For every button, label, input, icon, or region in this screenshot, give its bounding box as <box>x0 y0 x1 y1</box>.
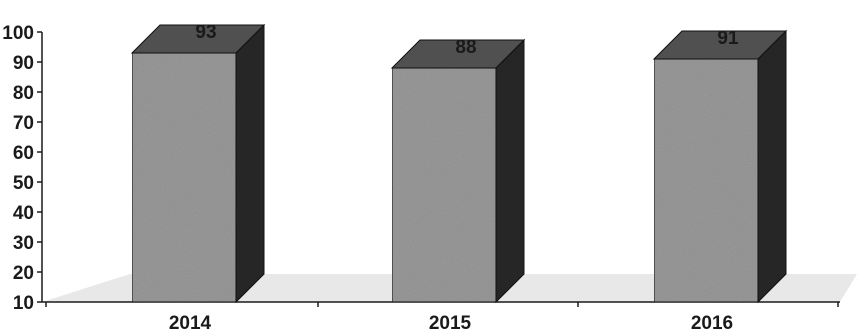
data-label: 93 <box>195 22 216 43</box>
y-tick-label: 90 <box>13 53 34 74</box>
bar-2015 <box>390 38 526 304</box>
x-category-label: 2015 <box>429 313 472 334</box>
x-category-label: 2014 <box>169 313 212 334</box>
y-tick-label: 40 <box>13 203 34 224</box>
data-label: 91 <box>717 28 739 49</box>
y-tick-label: 10 <box>13 293 34 314</box>
bar-2016 <box>652 29 788 304</box>
x-category-label: 2016 <box>691 313 733 334</box>
y-tick-label: 100 <box>2 23 34 44</box>
y-tick-label: 80 <box>13 83 34 104</box>
bar-2014 <box>130 23 266 304</box>
bar-side <box>235 23 265 304</box>
bar-front <box>391 67 497 303</box>
data-label: 88 <box>455 37 476 58</box>
bar-front <box>131 52 237 303</box>
y-tick-label: 20 <box>13 263 34 284</box>
bar-side <box>757 29 787 304</box>
y-tick-label: 70 <box>13 113 34 134</box>
bars <box>130 23 788 304</box>
y-tick-label: 60 <box>13 143 34 164</box>
bar-side <box>495 38 525 304</box>
bar-front <box>653 58 759 303</box>
labels: 93 2014 88 2015 91 2016 <box>169 22 739 334</box>
y-tick-label: 30 <box>13 233 34 254</box>
y-axis: 10 20 30 40 50 60 70 80 90 100 <box>2 23 840 314</box>
y-tick-label: 50 <box>13 173 34 194</box>
